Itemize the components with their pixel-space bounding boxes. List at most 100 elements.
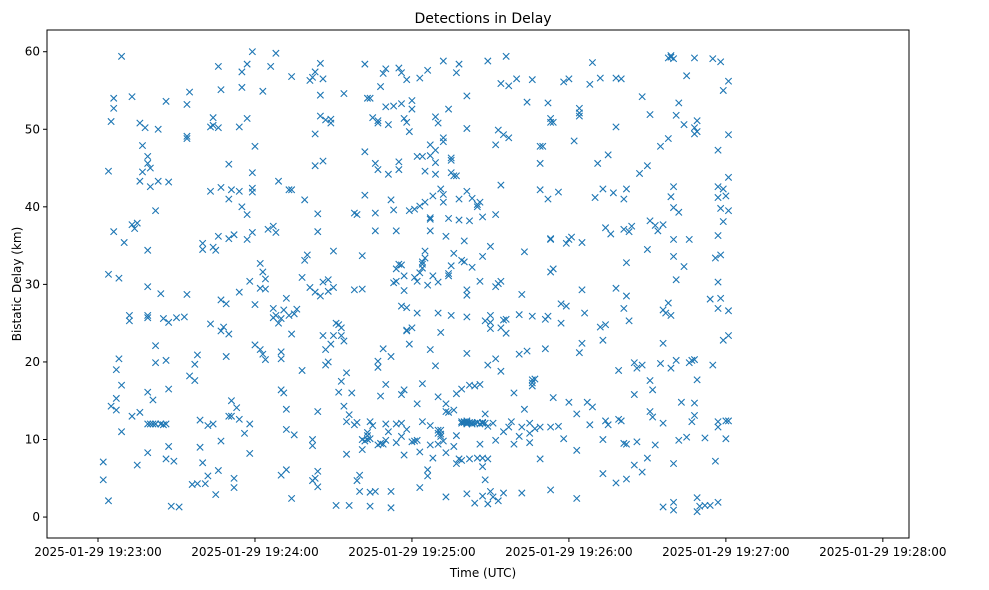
data-point	[486, 325, 495, 333]
data-point	[272, 49, 280, 57]
data-point	[426, 227, 434, 235]
data-point	[591, 193, 599, 202]
data-point	[447, 156, 455, 164]
data-point	[243, 210, 251, 219]
data-point	[235, 187, 243, 195]
data-point	[337, 377, 345, 385]
data-point	[573, 446, 581, 454]
data-point	[439, 437, 447, 445]
data-point	[384, 121, 392, 129]
data-point	[397, 100, 406, 108]
data-point	[478, 252, 487, 261]
data-point	[434, 278, 442, 286]
data-point	[690, 356, 699, 364]
data-point	[392, 439, 400, 447]
data-point	[397, 302, 406, 310]
data-point	[144, 420, 152, 428]
data-point	[620, 195, 628, 203]
data-point	[486, 242, 495, 250]
data-point	[408, 96, 416, 105]
data-point	[303, 251, 311, 259]
data-point	[379, 345, 387, 353]
data-point	[646, 376, 654, 385]
data-point	[117, 381, 126, 389]
data-point	[146, 183, 154, 191]
data-point	[541, 345, 549, 353]
data-point	[217, 437, 225, 445]
data-point	[353, 418, 361, 427]
data-point	[460, 237, 468, 245]
data-point	[403, 304, 411, 312]
data-point	[376, 83, 385, 91]
data-point	[233, 404, 241, 412]
data-point	[599, 185, 607, 193]
data-point	[170, 457, 178, 465]
data-point	[133, 219, 141, 227]
data-point	[444, 214, 453, 223]
data-point	[225, 412, 233, 420]
data-point	[656, 142, 665, 150]
data-point	[259, 350, 267, 358]
data-point	[384, 170, 392, 178]
data-point	[554, 188, 563, 196]
data-point	[463, 124, 471, 133]
data-point	[484, 361, 492, 369]
data-point	[693, 508, 701, 516]
data-point	[408, 438, 416, 446]
data-point	[413, 436, 421, 444]
data-point	[311, 130, 319, 138]
data-point	[497, 181, 505, 189]
data-point	[319, 157, 327, 165]
data-point	[565, 398, 573, 406]
data-point	[578, 339, 586, 347]
data-point	[547, 423, 555, 431]
data-point	[586, 421, 594, 429]
data-point	[617, 75, 625, 83]
data-point	[633, 364, 641, 372]
data-point	[515, 350, 523, 358]
data-point	[183, 134, 191, 143]
data-point	[345, 411, 353, 419]
data-point	[235, 288, 243, 296]
y-tick-label: 30	[25, 277, 40, 291]
data-point	[335, 388, 343, 396]
data-point	[512, 75, 521, 83]
data-point	[238, 203, 246, 211]
data-point	[547, 486, 555, 494]
data-point	[243, 235, 251, 243]
data-point	[167, 502, 175, 510]
data-point	[452, 172, 461, 180]
data-point	[722, 417, 730, 425]
data-point	[418, 260, 426, 268]
data-point	[416, 483, 424, 492]
data-point	[248, 48, 256, 56]
data-point	[314, 483, 322, 491]
data-point	[107, 117, 115, 126]
data-point	[450, 442, 458, 451]
data-point	[646, 407, 654, 416]
data-point	[709, 55, 717, 63]
data-point	[484, 422, 492, 430]
data-point	[528, 76, 536, 84]
data-point	[452, 459, 461, 468]
data-point	[536, 159, 544, 167]
data-point	[282, 466, 290, 474]
data-point	[573, 494, 581, 503]
data-point	[439, 198, 447, 206]
data-point	[131, 224, 139, 233]
y-axis-label: Bistatic Delay (km)	[10, 227, 24, 342]
data-point	[468, 418, 476, 427]
data-point	[601, 321, 610, 329]
data-point	[361, 60, 369, 68]
data-point	[722, 192, 730, 200]
data-point	[714, 278, 722, 286]
data-point	[471, 499, 479, 507]
data-point	[400, 272, 408, 280]
data-point	[400, 386, 408, 394]
data-point	[719, 217, 727, 226]
data-point	[410, 437, 419, 445]
data-point	[649, 386, 657, 394]
data-points	[99, 48, 733, 516]
data-point	[669, 183, 678, 191]
data-point	[371, 159, 379, 167]
